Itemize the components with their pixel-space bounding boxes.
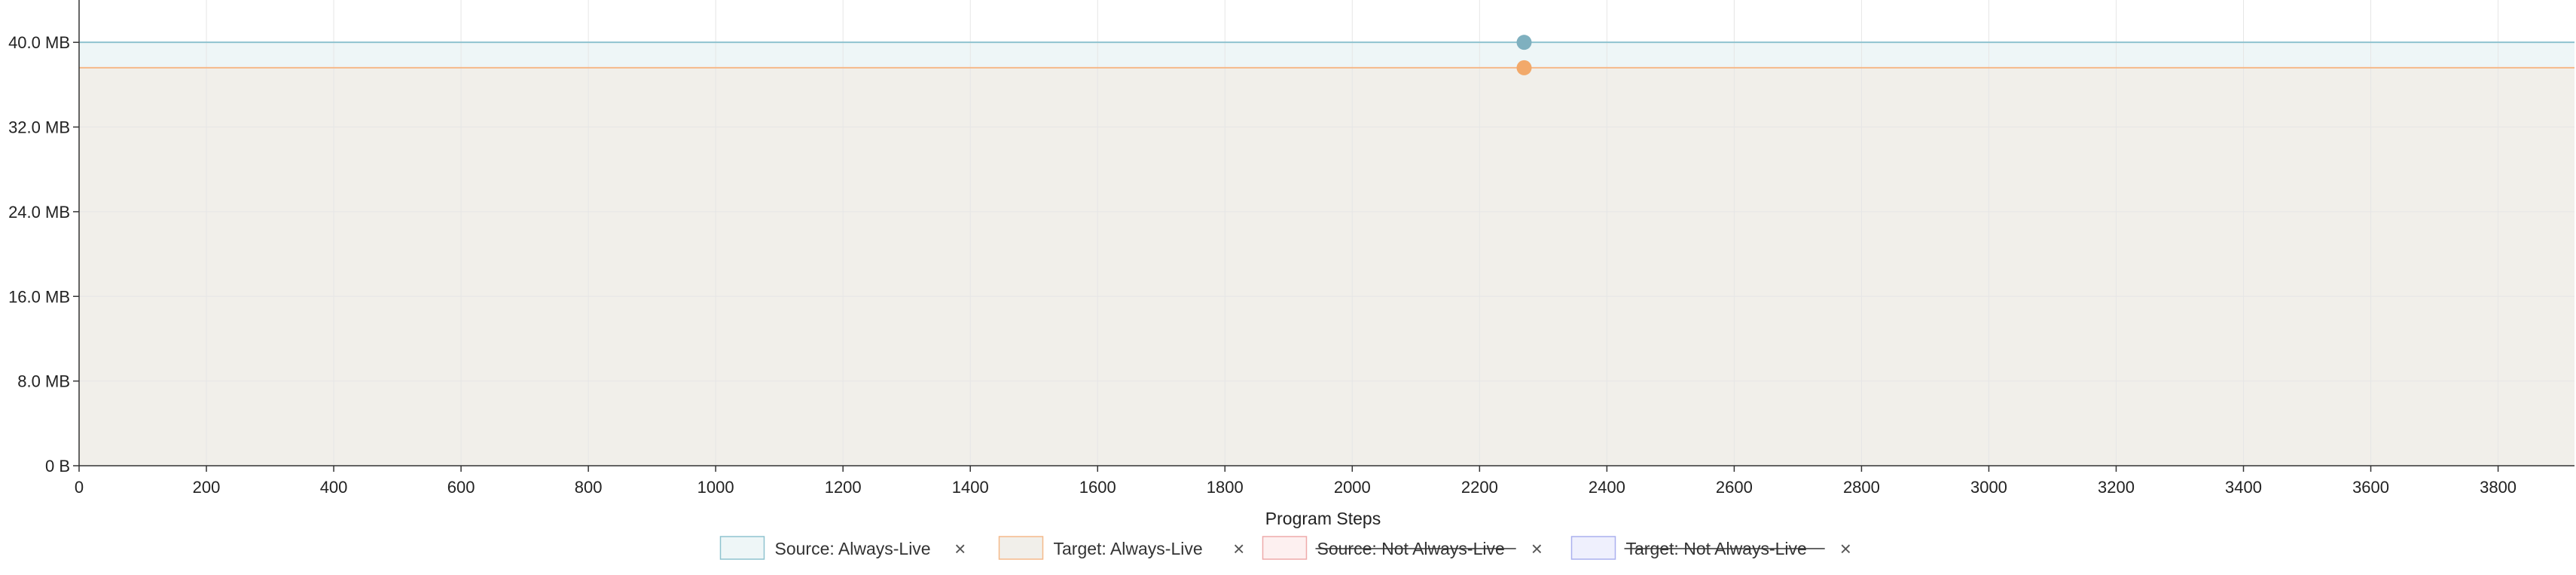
x-axis-title: Program Steps [1265, 509, 1381, 528]
x-tick-label-13: 2600 [1716, 478, 1753, 497]
y-tick-label-0: 0 B [45, 457, 70, 476]
x-tick-label-2: 400 [320, 478, 348, 497]
legend-item-2[interactable]: Source: Not Always-Live × [1262, 536, 1543, 560]
legend-remove-icon-1[interactable]: × [1233, 537, 1244, 560]
x-tick-label-9: 1800 [1207, 478, 1244, 497]
x-tick-label-3: 600 [447, 478, 475, 497]
y-tick-label-1: 8.0 MB [17, 372, 70, 391]
x-tick-label-12: 2400 [1589, 478, 1625, 497]
x-tick-label-19: 3800 [2480, 478, 2516, 497]
legend-item-1[interactable]: Target: Always-Live × [998, 536, 1245, 560]
x-tick-label-8: 1600 [1079, 478, 1116, 497]
series-areas [79, 42, 2574, 466]
legend-remove-icon-0[interactable]: × [954, 537, 966, 560]
x-tick-label-7: 1400 [952, 478, 989, 497]
y-tick-label-5: 40.0 MB [8, 33, 70, 52]
legend-swatch-1[interactable] [998, 536, 1044, 560]
x-tick-label-4: 800 [575, 478, 603, 497]
highlight-point-1[interactable] [1516, 60, 1532, 75]
x-tick-label-14: 2800 [1843, 478, 1880, 497]
legend-remove-icon-3[interactable]: × [1840, 537, 1851, 560]
legend-swatch-3[interactable] [1570, 536, 1616, 560]
legend-swatch-2[interactable] [1262, 536, 1308, 560]
x-tick-label-18: 3600 [2352, 478, 2389, 497]
legend-remove-icon-2[interactable]: × [1531, 537, 1543, 560]
x-tick-label-10: 2000 [1334, 478, 1371, 497]
y-tick-label-3: 24.0 MB [8, 203, 70, 222]
y-tick-label-2: 16.0 MB [8, 287, 70, 306]
x-tick-label-0: 0 [75, 478, 84, 497]
x-tick-label-17: 3400 [2225, 478, 2262, 497]
legend-item-3[interactable]: Target: Not Always-Live × [1570, 536, 1851, 560]
x-tick-label-6: 1200 [825, 478, 862, 497]
series-area-1 [79, 67, 2574, 466]
x-tick-label-16: 3200 [2098, 478, 2135, 497]
legend-label-0[interactable]: Source: Always-Live [775, 539, 931, 558]
highlight-point-0[interactable] [1516, 35, 1532, 50]
series-lines [79, 41, 2574, 69]
legend[interactable]: Source: Always-Live × Target: Always-Live ×… [719, 536, 1851, 560]
x-tick-label-11: 2200 [1461, 478, 1498, 497]
x-tick-label-5: 1000 [697, 478, 734, 497]
legend-label-1[interactable]: Target: Always-Live [1054, 539, 1203, 558]
y-tick-label-4: 32.0 MB [8, 118, 70, 137]
highlight-points [1516, 35, 1532, 75]
x-tick-label-1: 200 [193, 478, 221, 497]
legend-swatch-0[interactable] [719, 536, 765, 560]
axes: 0 200 400 600 800 1000 1200 1400 1600 1800 2000 220… [8, 0, 2574, 528]
x-tick-label-15: 3000 [1970, 478, 2007, 497]
legend-item-0[interactable]: Source: Always-Live × [719, 536, 966, 560]
